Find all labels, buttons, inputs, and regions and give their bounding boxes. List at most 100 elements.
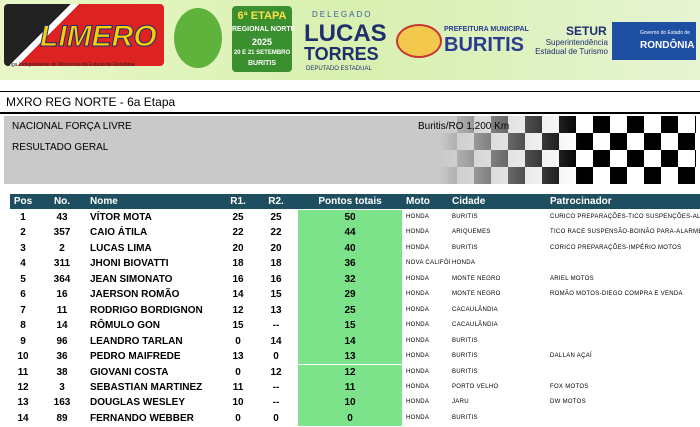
number-cell: 2 bbox=[59, 242, 65, 254]
points-bg bbox=[298, 364, 402, 380]
points-bg bbox=[298, 256, 402, 272]
pos-cell: 8 bbox=[20, 320, 26, 332]
moto-cell: HONDA bbox=[406, 291, 430, 298]
points-bg bbox=[298, 395, 402, 411]
event-region: REGIONAL NORTE bbox=[232, 26, 296, 33]
city-cell: BURITIS bbox=[452, 414, 478, 421]
points-cell: 44 bbox=[344, 227, 356, 239]
name-cell: GIOVANI COSTA bbox=[90, 366, 169, 378]
r1-cell: 18 bbox=[232, 258, 244, 270]
sponsor-cell: ARIEL MOTOS bbox=[550, 275, 594, 282]
column-header: R2. bbox=[268, 196, 284, 207]
city-cell: CACAULÂNDIA bbox=[452, 306, 498, 313]
name-cell: VÍTOR MOTA bbox=[90, 212, 152, 223]
r1-cell: 16 bbox=[232, 273, 244, 285]
sponsor-cell: CORICO PREPARAÇÕES-IMPÉRIO MOTOS bbox=[550, 244, 682, 251]
r2-cell: 14 bbox=[270, 335, 282, 347]
prefeitura-emblem bbox=[396, 24, 442, 58]
sponsor-cell: DW MOTOS bbox=[550, 399, 586, 406]
number-cell: 163 bbox=[53, 397, 71, 409]
sponsor-cell: ROMÃO MOTOS-DIEGO COMPRA E VENDA bbox=[550, 291, 683, 298]
city-cell: BURITIS bbox=[452, 337, 478, 344]
moto-cell: HONDA bbox=[406, 414, 430, 421]
number-cell: 11 bbox=[56, 304, 68, 316]
points-bg bbox=[298, 240, 402, 257]
column-header: Pontos totais bbox=[318, 196, 382, 207]
deputy-office: DEPUTADO ESTADUAL bbox=[306, 66, 372, 72]
r1-cell: 0 bbox=[235, 366, 241, 378]
name-cell: CAIO ÁTILA bbox=[90, 227, 148, 239]
pos-cell: 11 bbox=[17, 366, 29, 378]
sponsor-cell: CURICO PREPARAÇÕES-TICO SUSPENÇÕES-ALFA … bbox=[550, 214, 700, 220]
subtitle: RESULTADO GERAL bbox=[12, 142, 109, 153]
moto-cell: HONDA bbox=[406, 306, 430, 313]
number-cell: 364 bbox=[53, 273, 71, 285]
sponsor-cell: TICO RACE SUSPENSÃO-BOINÃO PARA-ALARME E… bbox=[550, 229, 700, 236]
points-bg bbox=[298, 287, 402, 303]
setur-name: SETUR bbox=[566, 24, 607, 38]
name-cell: LUCAS LIMA bbox=[90, 242, 152, 254]
pos-cell: 2 bbox=[20, 227, 26, 239]
r1-cell: 14 bbox=[232, 289, 244, 301]
deputy-last: TORRES bbox=[304, 44, 379, 64]
r2-cell: 13 bbox=[270, 304, 282, 316]
number-cell: 36 bbox=[56, 351, 68, 363]
name-cell: FERNANDO WEBBER bbox=[90, 412, 194, 424]
points-bg bbox=[298, 302, 402, 319]
r1-cell: 11 bbox=[232, 381, 244, 393]
points-cell: 50 bbox=[344, 212, 356, 223]
sponsor-cell: FOX MOTOS bbox=[550, 383, 589, 390]
table-header bbox=[10, 194, 700, 209]
moto-cell: HONDA bbox=[406, 353, 430, 360]
r1-cell: 13 bbox=[232, 351, 244, 363]
deputy-first: LUCAS bbox=[304, 20, 387, 47]
deputy-role: DELEGADO bbox=[312, 10, 373, 19]
city-cell: PORTO VELHO bbox=[452, 383, 499, 390]
city-cell: BURITIS bbox=[452, 214, 478, 220]
city-cell: JARU bbox=[452, 399, 469, 406]
pos-cell: 4 bbox=[20, 258, 26, 270]
moto-cell: HONDA bbox=[406, 244, 430, 251]
number-cell: 96 bbox=[56, 335, 68, 347]
r2-cell: 25 bbox=[270, 212, 282, 223]
pos-cell: 7 bbox=[20, 304, 26, 316]
event-year: 2025 bbox=[251, 37, 273, 47]
r1-cell: 25 bbox=[232, 212, 244, 223]
moto-cell: HONDA bbox=[406, 275, 430, 282]
points-cell: 10 bbox=[344, 397, 356, 409]
name-cell: PEDRO MAIFREDE bbox=[90, 351, 181, 363]
checkered-flag bbox=[440, 116, 696, 184]
number-cell: 14 bbox=[56, 320, 68, 332]
name-cell: RODRIGO BORDIGNON bbox=[90, 304, 203, 316]
column-header: R1. bbox=[230, 196, 246, 207]
name-cell: SEBASTIAN MARTINEZ bbox=[90, 381, 203, 393]
event-dates: 20 E 21 SETEMBRO bbox=[233, 50, 291, 56]
pos-cell: 5 bbox=[20, 273, 26, 285]
r1-cell: 12 bbox=[232, 304, 244, 316]
pos-cell: 10 bbox=[17, 351, 29, 363]
pos-cell: 13 bbox=[17, 397, 29, 409]
points-bg bbox=[298, 271, 402, 288]
city-cell: CACAULÂNDIA bbox=[452, 322, 498, 329]
r2-cell: -- bbox=[272, 320, 280, 332]
setur-desc: Superintendência Estadual de Turismo bbox=[535, 38, 608, 56]
r2-cell: 22 bbox=[270, 227, 282, 239]
number-cell: 43 bbox=[56, 212, 68, 223]
points-cell: 12 bbox=[344, 366, 356, 378]
points-cell: 0 bbox=[347, 412, 353, 424]
gov-state: RONDÔNIA bbox=[640, 40, 695, 51]
city-cell: MONTE NEGRO bbox=[452, 275, 501, 282]
name-cell: DOUGLAS WESLEY bbox=[90, 397, 186, 409]
points-cell: 40 bbox=[344, 242, 356, 254]
event-box bbox=[232, 6, 292, 72]
event-city: BURITIS bbox=[248, 60, 276, 67]
limero-logo bbox=[4, 4, 164, 66]
name-cell: RÔMULO GON bbox=[90, 320, 160, 332]
r1-cell: 0 bbox=[235, 412, 241, 424]
r2-cell: -- bbox=[272, 397, 280, 409]
moto-cell: HONDA bbox=[406, 322, 430, 329]
gov-top: Governo do Estado de bbox=[640, 30, 691, 36]
r2-cell: 0 bbox=[273, 351, 279, 363]
points-cell: 32 bbox=[344, 273, 356, 285]
